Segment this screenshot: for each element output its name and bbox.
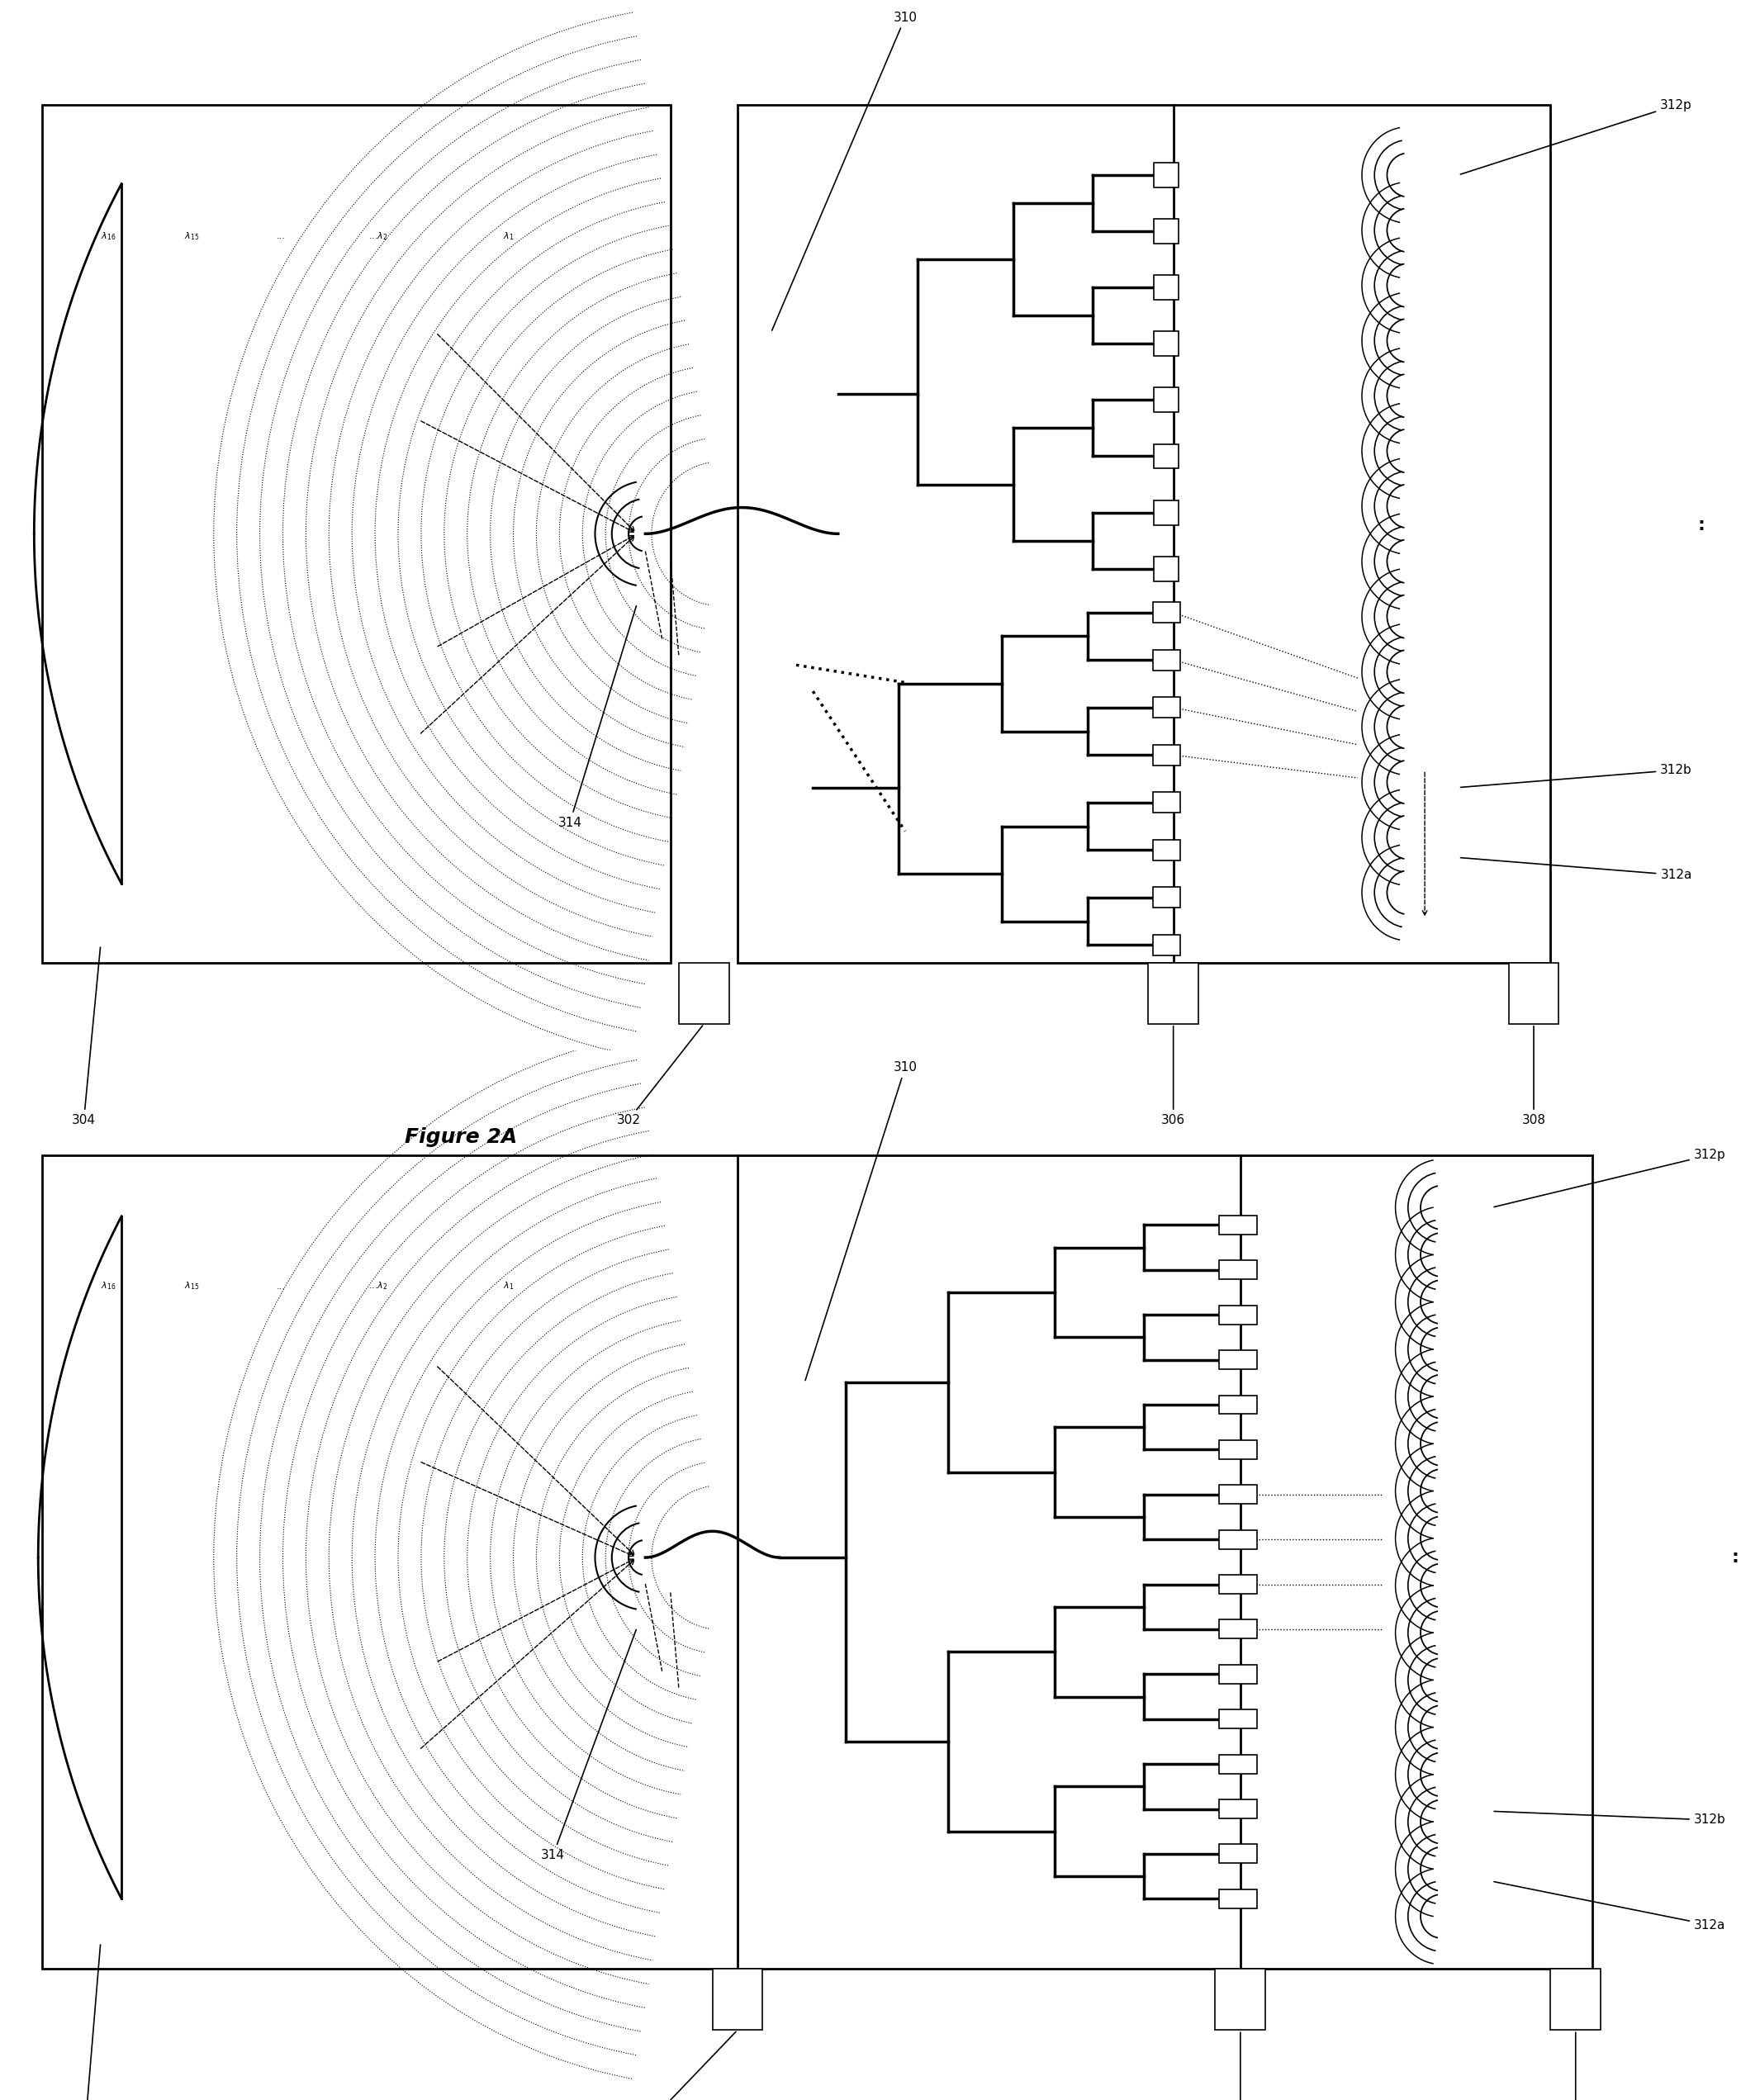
Text: 312b: 312b — [1494, 1812, 1727, 1827]
Bar — [1153, 649, 1181, 670]
Bar — [1153, 746, 1181, 764]
Text: $\lambda_{15}$: $\lambda_{15}$ — [185, 1281, 199, 1292]
Bar — [679, 962, 729, 1025]
Text: ...$\lambda_2$: ...$\lambda_2$ — [370, 1281, 387, 1292]
Bar — [1220, 1216, 1257, 1235]
Text: Figure 2A: Figure 2A — [405, 1128, 517, 1147]
Text: 306: 306 — [1162, 1027, 1186, 1126]
Bar — [1153, 162, 1179, 187]
Bar — [1153, 792, 1181, 813]
Text: ...: ... — [276, 1283, 285, 1289]
Bar — [1153, 840, 1181, 861]
Bar — [713, 1970, 762, 2031]
Bar — [1153, 218, 1179, 244]
Text: $\lambda_1$: $\lambda_1$ — [503, 1281, 514, 1292]
Text: :: : — [1698, 517, 1705, 533]
Text: ...: ... — [276, 233, 285, 239]
Text: $\lambda_1$: $\lambda_1$ — [503, 231, 514, 242]
Text: 314: 314 — [540, 1630, 635, 1861]
Bar — [1153, 500, 1179, 525]
Bar — [1220, 1306, 1257, 1325]
Text: 312a: 312a — [1461, 857, 1691, 882]
Text: $\lambda_{16}$: $\lambda_{16}$ — [100, 1281, 116, 1292]
Text: :: : — [1732, 1550, 1739, 1567]
Bar — [1153, 275, 1179, 300]
Bar — [1220, 1575, 1257, 1594]
Bar — [1220, 1260, 1257, 1279]
Bar — [42, 105, 671, 962]
Bar — [1220, 1441, 1257, 1459]
Bar — [1153, 886, 1181, 907]
Text: $\lambda_{16}$: $\lambda_{16}$ — [100, 231, 116, 242]
Text: 312p: 312p — [1461, 99, 1691, 174]
Bar — [1220, 1619, 1257, 1638]
Text: 310: 310 — [773, 10, 917, 330]
Bar — [1153, 556, 1179, 582]
Text: 312p: 312p — [1494, 1149, 1727, 1208]
Bar — [1148, 962, 1199, 1025]
Bar — [1153, 603, 1181, 624]
Bar — [1153, 388, 1179, 412]
Text: $\lambda_{15}$: $\lambda_{15}$ — [185, 231, 199, 242]
Bar — [1551, 1970, 1602, 2031]
Bar — [1220, 1485, 1257, 1504]
Text: 308: 308 — [1563, 2033, 1588, 2100]
Text: 304: 304 — [72, 1945, 100, 2100]
Bar — [1153, 934, 1181, 956]
Bar — [737, 105, 1551, 962]
Text: 310: 310 — [806, 1060, 917, 1380]
Text: 304: 304 — [72, 947, 100, 1126]
Bar — [1153, 443, 1179, 468]
Bar — [42, 1155, 1593, 1970]
Text: 308: 308 — [1522, 1027, 1545, 1126]
Bar — [1220, 1890, 1257, 1909]
Bar — [1220, 1531, 1257, 1550]
Bar — [1220, 1394, 1257, 1413]
Bar — [1220, 1800, 1257, 1819]
Text: 302: 302 — [616, 1025, 702, 1126]
Bar — [1508, 962, 1559, 1025]
Bar — [1214, 1970, 1265, 2031]
Text: 312b: 312b — [1461, 764, 1691, 788]
Bar — [1220, 1753, 1257, 1774]
Bar — [1220, 1709, 1257, 1728]
Text: 314: 314 — [558, 607, 637, 830]
Text: 312a: 312a — [1494, 1882, 1725, 1932]
Text: 302: 302 — [616, 2031, 736, 2100]
Text: 306: 306 — [1228, 2033, 1253, 2100]
Bar — [1153, 332, 1179, 357]
Bar — [1220, 1350, 1257, 1369]
Text: ...$\lambda_2$: ...$\lambda_2$ — [370, 231, 387, 242]
Bar — [1153, 697, 1181, 718]
Bar — [1220, 1665, 1257, 1684]
Bar — [1220, 1844, 1257, 1863]
